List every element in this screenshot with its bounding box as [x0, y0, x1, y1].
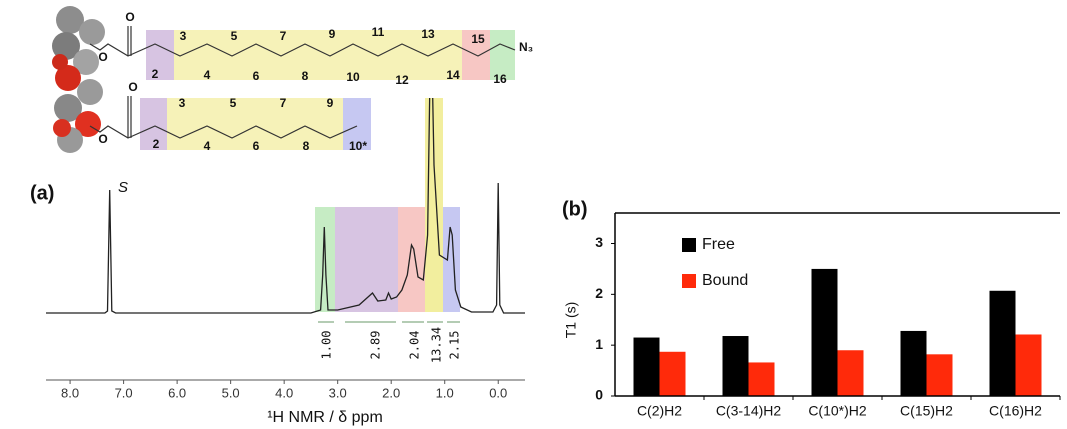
carbon-label: 14	[446, 68, 460, 82]
x-tick-label: 1.0	[436, 385, 454, 400]
x-tick-label: C(3-14)H2	[716, 403, 782, 419]
bar	[837, 350, 864, 396]
bar	[811, 268, 838, 396]
atom-label: O	[98, 132, 107, 146]
bar	[748, 362, 775, 396]
panel-label: (a)	[30, 182, 54, 204]
carbon-label: 7	[280, 29, 287, 43]
x-tick-label: C(16)H2	[989, 403, 1042, 419]
legend-swatch	[682, 238, 696, 252]
bar	[900, 330, 927, 396]
carbon-label: 5	[231, 29, 238, 43]
x-tick-label: 2.0	[382, 385, 400, 400]
chains	[89, 26, 516, 139]
integral-label: 13.34	[430, 327, 444, 363]
atom-label: O	[125, 10, 134, 24]
integral-label: 2.04	[408, 331, 422, 360]
bar	[926, 354, 953, 396]
y-tick-label: 2	[595, 285, 603, 301]
carbon-label: 6	[253, 139, 260, 153]
legend-label: Free	[702, 236, 735, 253]
y-tick-label: 3	[595, 234, 603, 250]
carbon-label: 8	[303, 139, 310, 153]
box-purple	[146, 30, 174, 80]
carbon-label: 2	[152, 67, 159, 81]
carbon-label: 10	[346, 70, 360, 84]
carbon-label: 4	[204, 139, 211, 153]
carbon-label: 16	[493, 72, 507, 86]
x-tick-label: C(15)H2	[900, 403, 953, 419]
box-green	[490, 30, 515, 80]
carbon-label: 12	[395, 73, 409, 87]
carbon-label: 10*	[349, 139, 367, 153]
x-tick-label: 7.0	[115, 385, 133, 400]
carbon-label: 11	[372, 25, 385, 39]
panel-label: (b)	[562, 198, 588, 220]
bar	[989, 290, 1016, 396]
x-tick-label: C(10*)H2	[808, 403, 867, 419]
region-purple	[335, 207, 398, 312]
x-tick-label: 5.0	[222, 385, 240, 400]
x-tick-label: 4.0	[275, 385, 293, 400]
box-yellow	[174, 30, 462, 80]
carbon-label: 13	[421, 27, 435, 41]
integral-label: 1.00	[320, 331, 334, 360]
box-purple	[140, 98, 167, 150]
y-tick-label: 0	[595, 387, 603, 403]
x-axis-label: ¹H NMR / δ ppm	[267, 409, 383, 426]
box-blue	[343, 98, 371, 150]
x-tick-label: C(2)H2	[637, 403, 682, 419]
carbon-label: 9	[329, 27, 336, 41]
x-tick-label: 6.0	[168, 385, 186, 400]
carbon-label: 9	[327, 96, 334, 110]
bar	[722, 336, 749, 396]
bar	[1015, 334, 1042, 396]
box-yellow	[167, 98, 343, 150]
carbon-label: 6	[253, 69, 260, 83]
atom-label: O	[98, 50, 107, 64]
carbon-label: 3	[180, 29, 187, 43]
carbon-label: 5	[230, 96, 237, 110]
bar	[659, 351, 686, 396]
carbon-label: 8	[302, 69, 309, 83]
x-tick-label: 8.0	[61, 385, 79, 400]
spectrum	[46, 98, 525, 314]
y-tick-label: 1	[595, 336, 603, 352]
bar	[633, 337, 660, 396]
integral-label: 2.89	[369, 331, 383, 360]
carbon-label: 15	[471, 32, 485, 46]
end-group: N₃	[519, 40, 533, 54]
peak-label: S	[118, 179, 128, 196]
carbon-label: 2	[153, 137, 160, 151]
legend-label: Bound	[702, 272, 748, 289]
carbon-label: 7	[280, 96, 287, 110]
x-tick-label: 0.0	[489, 385, 507, 400]
carbon-label: 3	[179, 96, 186, 110]
atom-label: O	[128, 80, 137, 94]
legend-swatch	[682, 274, 696, 288]
integral-label: 2.15	[448, 331, 462, 360]
nanoparticle	[52, 6, 105, 153]
x-tick-label: 3.0	[329, 385, 347, 400]
region-red	[398, 207, 425, 312]
carbon-label: 4	[204, 68, 211, 82]
y-axis-label: T1 (s)	[563, 302, 579, 339]
